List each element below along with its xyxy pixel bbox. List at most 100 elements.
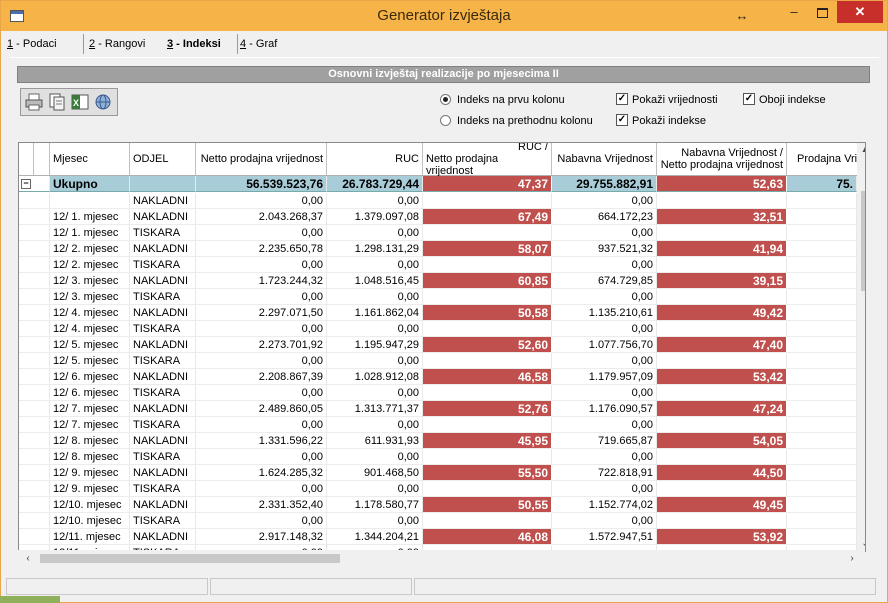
row-indicator — [19, 193, 50, 209]
header-odjel[interactable]: ODJEL — [130, 143, 196, 175]
table-row[interactable]: 12/ 9. mjesec TISKARA 0,00 0,00 0,00 — [19, 481, 865, 497]
cell-mjesec: 12/10. mjesec — [50, 513, 130, 529]
table-row[interactable]: 12/ 8. mjesec NAKLADNI 1.331.596,22 611.931… — [19, 433, 865, 449]
checkbox-pokazi-indekse[interactable]: ✓ Pokaži indekse — [616, 114, 706, 127]
table-row[interactable]: 12/ 1. mjesec TISKARA 0,00 0,00 0,00 — [19, 225, 865, 241]
header-prodajna[interactable]: Prodajna Vri — [787, 143, 865, 175]
table-row[interactable]: 12/ 8. mjesec TISKARA 0,00 0,00 0,00 — [19, 449, 865, 465]
table-row[interactable]: 12/ 2. mjesec TISKARA 0,00 0,00 0,00 — [19, 257, 865, 273]
scroll-up-icon[interactable]: ▲ — [857, 143, 865, 157]
maximize-button[interactable] — [809, 1, 835, 23]
cell-ruc: 1.298.131,29 — [327, 241, 423, 257]
tab-indeksi[interactable]: 3 - Indeksi — [163, 34, 238, 54]
web-icon[interactable] — [93, 92, 113, 112]
tab-graf[interactable]: 4 - Graf — [240, 38, 278, 50]
horizontal-scroll-thumb[interactable] — [40, 554, 340, 563]
tab-podaci[interactable]: 1 - Podaci — [3, 34, 84, 54]
radio-button-selected[interactable] — [440, 93, 451, 105]
cell-nabavna-index — [657, 513, 787, 529]
cell-ruc: 901.468,50 — [327, 465, 423, 481]
table-row[interactable]: 12/10. mjesec NAKLADNI 2.331.352,40 1.178.5… — [19, 497, 865, 513]
row-indicator — [19, 305, 50, 321]
check-icon[interactable]: ✓ — [743, 93, 755, 106]
row-indicator — [19, 337, 50, 353]
table-row[interactable]: 12/ 3. mjesec TISKARA 0,00 0,00 0,00 — [19, 289, 865, 305]
total-mjesec: Ukupno — [50, 176, 130, 192]
close-button[interactable]: ✕ — [837, 1, 883, 23]
scroll-down-icon[interactable]: ⌄ — [857, 537, 865, 551]
cell-nabavna-index: 49,45 — [657, 497, 787, 513]
cell-ruc-index — [423, 321, 552, 337]
excel-icon[interactable]: X — [70, 92, 90, 112]
header-netto[interactable]: Netto prodajna vrijednost — [196, 143, 327, 175]
copy-icon[interactable] — [47, 92, 67, 112]
cell-ruc: 0,00 — [327, 353, 423, 369]
cell-odjel: NAKLADNI — [130, 337, 196, 353]
resize-arrows-icon[interactable]: ↔ — [735, 8, 749, 23]
table-row[interactable]: 12/ 4. mjesec NAKLADNI 2.297.071,50 1.161.8… — [19, 305, 865, 321]
cell-nabavna: 1.179.957,09 — [552, 369, 657, 385]
tab-rangovi[interactable]: 2 - Rangovi — [85, 34, 164, 54]
table-row[interactable]: 12/ 1. mjesec NAKLADNI 2.043.268,37 1.379.0… — [19, 209, 865, 225]
check-icon[interactable]: ✓ — [616, 114, 628, 127]
window-title: Generator izvještaja — [377, 7, 511, 24]
table-row[interactable]: 12/ 7. mjesec TISKARA 0,00 0,00 0,00 — [19, 417, 865, 433]
app-icon[interactable] — [10, 10, 24, 22]
table-row[interactable]: 12/ 5. mjesec TISKARA 0,00 0,00 0,00 — [19, 353, 865, 369]
vertical-scrollbar[interactable]: ▲ ⌄ — [857, 143, 865, 551]
cell-nabavna-index — [657, 321, 787, 337]
radio-indeks-prethodna[interactable]: Indeks na prethodnu kolonu — [440, 113, 593, 129]
table-row[interactable]: 12/10. mjesec TISKARA 0,00 0,00 0,00 — [19, 513, 865, 529]
header-nabavna[interactable]: Nabavna Vrijednost — [552, 143, 657, 175]
table-row[interactable]: 12/ 9. mjesec NAKLADNI 1.624.285,32 901.468… — [19, 465, 865, 481]
table-row[interactable]: 12/ 6. mjesec TISKARA 0,00 0,00 0,00 — [19, 385, 865, 401]
cell-netto: 1.624.285,32 — [196, 465, 327, 481]
cell-ruc: 0,00 — [327, 545, 423, 551]
header-ruc[interactable]: RUC — [327, 143, 423, 175]
minimize-button[interactable]: – — [790, 4, 798, 19]
table-row[interactable]: 12/ 7. mjesec NAKLADNI 2.489.860,05 1.313.7… — [19, 401, 865, 417]
table-row[interactable]: 12/ 3. mjesec NAKLADNI 1.723.244,32 1.048.5… — [19, 273, 865, 289]
cell-ruc: 0,00 — [327, 257, 423, 273]
cell-nabavna-index — [657, 417, 787, 433]
header-mjesec[interactable]: Mjesec — [50, 143, 130, 175]
data-grid[interactable]: Mjesec ODJEL Netto prodajna vrijednost R… — [18, 142, 866, 552]
cell-odjel: NAKLADNI — [130, 465, 196, 481]
cell-ruc-index — [423, 193, 552, 209]
checkbox-pokazi-vrijednosti[interactable]: ✓ Pokaži vrijednosti — [616, 93, 718, 106]
check-icon[interactable]: ✓ — [616, 93, 628, 106]
header-ruc-index[interactable]: RUC / Netto prodajna vrijednost — [423, 143, 552, 177]
cell-mjesec: 12/ 1. mjesec — [50, 225, 130, 241]
table-row[interactable]: 12/11. mjesec NAKLADNI 2.917.148,32 1.344.2… — [19, 529, 865, 545]
vertical-scroll-thumb[interactable] — [861, 191, 865, 291]
horizontal-scrollbar[interactable]: ‹ › — [18, 550, 865, 567]
header-nabavna-index[interactable]: Nabavna Vrijednost / Netto prodajna vrije… — [657, 143, 787, 175]
scroll-right-icon[interactable]: › — [850, 553, 854, 564]
report-title: Osnovni izvještaj realizacije po mjeseci… — [17, 66, 870, 83]
checkbox-oboji-indekse[interactable]: ✓ Oboji indekse — [743, 93, 826, 106]
cell-odjel: TISKARA — [130, 449, 196, 465]
total-row[interactable]: − Ukupno 56.539.523,76 26.783.729,44 47,… — [19, 176, 865, 192]
cell-prodajna — [787, 225, 857, 241]
radio-indeks-prva[interactable]: Indeks na prvu kolonu — [440, 92, 565, 108]
table-row[interactable]: 12/ 4. mjesec TISKARA 0,00 0,00 0,00 — [19, 321, 865, 337]
table-row[interactable]: 12/ 6. mjesec NAKLADNI 2.208.867,39 1.028.9… — [19, 369, 865, 385]
cell-nabavna: 1.135.210,61 — [552, 305, 657, 321]
cell-odjel: TISKARA — [130, 513, 196, 529]
cell-nabavna-index — [657, 353, 787, 369]
cell-ruc-index — [423, 289, 552, 305]
cell-nabavna-index — [657, 289, 787, 305]
printer-icon[interactable] — [24, 92, 44, 112]
table-row[interactable]: NAKLADNI 0,00 0,00 0,00 — [19, 193, 865, 209]
cell-mjesec: 12/ 1. mjesec — [50, 209, 130, 225]
table-row[interactable]: 12/ 2. mjesec NAKLADNI 2.235.650,78 1.298.1… — [19, 241, 865, 257]
cell-ruc-index — [423, 353, 552, 369]
scroll-left-icon[interactable]: ‹ — [26, 553, 30, 564]
collapse-icon[interactable]: − — [21, 179, 31, 189]
row-indicator — [19, 225, 50, 241]
radio-button[interactable] — [440, 114, 451, 126]
cell-netto: 1.331.596,22 — [196, 433, 327, 449]
table-row[interactable]: 12/ 5. mjesec NAKLADNI 2.273.701,92 1.195.9… — [19, 337, 865, 353]
title-bar[interactable]: Generator izvještaja ↔ – ✕ — [1, 1, 887, 31]
